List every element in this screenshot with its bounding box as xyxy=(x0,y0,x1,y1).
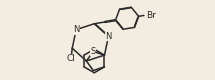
Text: Cl: Cl xyxy=(67,54,75,63)
Text: Br: Br xyxy=(146,11,156,20)
Text: N: N xyxy=(73,25,79,34)
Text: S: S xyxy=(91,47,96,56)
Text: N: N xyxy=(105,32,112,41)
